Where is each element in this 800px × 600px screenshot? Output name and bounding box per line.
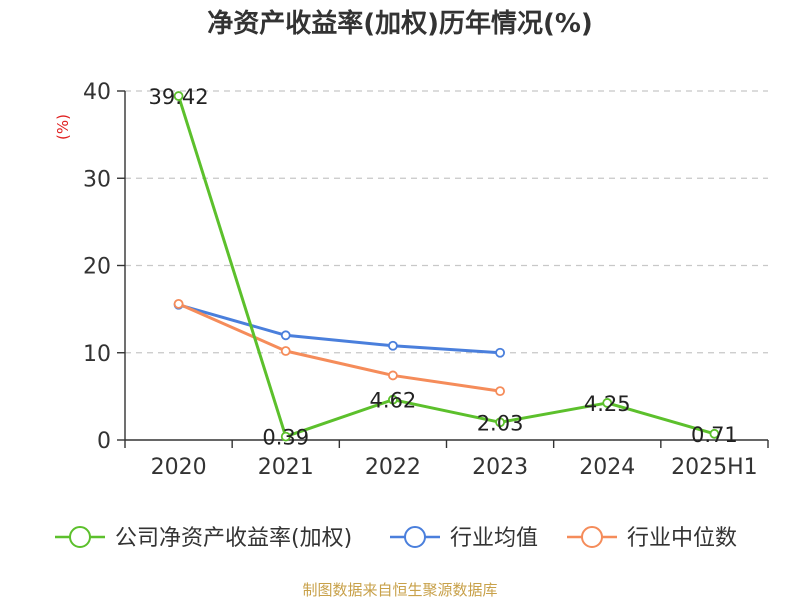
x-tick-label-2022: 2022 [365,455,421,480]
x-tick-label-2020: 2020 [151,455,207,480]
data-point-s2-2020[interactable] [173,298,184,309]
data-point-s1-2023[interactable] [495,347,505,358]
legend-marker-icon-0[interactable] [69,526,91,548]
series-line-1 [178,303,501,355]
data-point-s0-2025H1[interactable] [709,428,720,439]
data-label-2024: 4.25 [584,392,631,416]
data-point-s0-2022[interactable] [388,394,398,405]
legend-label-2[interactable]: 行业中位数 [627,526,737,551]
x-tick-label-2024: 2024 [579,455,635,480]
data-point-s0-2023[interactable] [495,417,505,428]
data-labels: 39.42 0.39 4.62 2.03 4.25 0.71 [149,85,738,450]
data-point-s1-2021[interactable] [280,330,291,341]
y-tick-label-40: 40 [83,80,111,105]
data-point-s2-2022[interactable] [388,370,398,381]
x-tick-label-2025H1: 2025H1 [671,455,758,480]
x-tick-label-2023: 2023 [472,455,528,480]
legend-label-1[interactable]: 行业均值 [450,526,538,551]
data-label-2025H1: 0.71 [691,423,738,447]
legend-label-0[interactable]: 公司净资产收益率(加权) [115,526,352,551]
data-point-s1-2022[interactable] [388,340,398,351]
y-axis-unit-label: (%) [54,114,72,140]
legend-marker-icon-1[interactable] [404,526,426,548]
data-label-2021: 0.39 [262,426,309,450]
data-point-s0-2020[interactable] [173,91,184,101]
y-tick-label-10: 10 [83,342,111,367]
data-label-2022: 4.62 [370,389,417,413]
y-tick-label-20: 20 [83,255,111,280]
data-point-s2-2023[interactable] [495,386,505,397]
series-lines [173,91,720,442]
data-point-s0-2024[interactable] [602,398,613,408]
legend[interactable]: 公司净资产收益率(加权) 行业均值 行业中位数 [55,526,737,551]
grid-lines [125,90,768,354]
series-line-2 [177,302,501,393]
data-point-s0-2021[interactable] [280,431,291,442]
x-tick-label-2021: 2021 [258,455,314,480]
y-tick-label-0: 0 [97,429,111,454]
legend-marker-icon-2[interactable] [581,526,603,548]
data-point-s2-2021[interactable] [280,346,291,356]
chart-title: 净资产收益率(加权)历年情况(%) [207,8,593,39]
source-note: 制图数据来自恒生聚源数据库 [302,581,497,599]
series-line-0 [177,95,715,439]
data-label-2020: 39.42 [149,85,209,109]
axes: 0 10 20 30 40 2020 2021 2022 2023 2024 2025H1 [83,80,769,480]
data-label-2023: 2.03 [477,411,524,435]
y-tick-label-30: 30 [83,167,111,192]
